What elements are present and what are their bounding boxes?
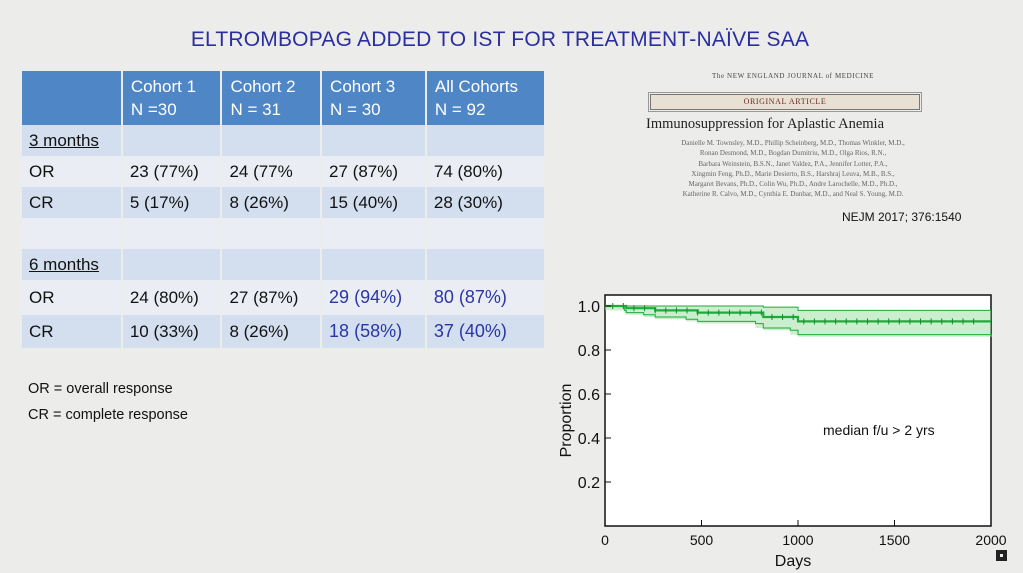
author-line: Barbara Weinstein, B.S.N., Janet Valdez,… <box>698 159 888 168</box>
table-cell: 27 (87%) <box>222 280 321 315</box>
lower-ci-line <box>605 305 992 337</box>
article-label: ORIGINAL ARTICLE <box>648 92 922 112</box>
author-line: Katherine R. Calvo, M.D., Cynthia E. Dun… <box>682 190 904 199</box>
table-cell: 8 (26%) <box>222 187 321 218</box>
x-tick-label: 0 <box>601 532 609 548</box>
citation: NEJM 2017; 376:1540 <box>842 210 962 224</box>
table-cell: 80 (87%) <box>426 280 544 315</box>
table-row: OR 24 (80%) 27 (87%) 29 (94%) 80 (87%) <box>22 280 544 315</box>
table-cell: CR <box>22 187 121 218</box>
table-cell: OR <box>22 280 121 315</box>
x-tick-label: 1000 <box>782 532 813 548</box>
author-line: Margaret Bevans, Ph.D., Colin Wu, Ph.D.,… <box>688 180 898 189</box>
table-cell: 15 (40%) <box>322 187 425 218</box>
y-axis-label: Proportion <box>558 384 575 458</box>
period-label: 3 months <box>22 125 121 156</box>
table-cell: 24 (77% <box>222 156 321 187</box>
table-cell: 24 (80%) <box>122 280 221 315</box>
table-cell: 29 (94%) <box>322 280 425 315</box>
table-row <box>22 218 544 249</box>
article-header: The NEW ENGLAND JOURNAL of MEDICINE ORIG… <box>646 72 938 200</box>
table-cell: 28 (30%) <box>426 187 544 218</box>
table-row: 3 months <box>22 125 544 156</box>
slide-title: ELTROMBOPAG ADDED TO IST FOR TREATMENT-N… <box>190 28 810 51</box>
slide-control-icon <box>996 550 1007 561</box>
table-cell: 74 (80%) <box>426 156 544 187</box>
table-row: OR 23 (77%) 24 (77% 27 (87%) 74 (80%) <box>22 156 544 187</box>
survival-chart: 0 500 1000 1500 2000 0.2 0.4 0.6 0.8 1.0 Days Propo… <box>558 294 1007 570</box>
table-row: 6 months <box>22 249 544 280</box>
legend-or: OR = overall response <box>28 381 173 397</box>
period-label: 6 months <box>22 249 121 280</box>
header-cell <box>22 71 121 125</box>
table-cell: OR <box>22 156 121 187</box>
table-row: CR 10 (33%) 8 (26%) 18 (58%) 37 (40%) <box>22 315 544 348</box>
y-tick-label: 0.2 <box>578 475 600 492</box>
table-cell: 23 (77%) <box>122 156 221 187</box>
table-cell: 8 (26%) <box>222 315 321 348</box>
author-line: Xingmin Feng, Ph.D., Marie Desierto, B.S… <box>691 169 895 178</box>
chart-annotation: median f/u > 2 yrs <box>823 422 935 438</box>
x-tick-label: 500 <box>690 532 714 548</box>
y-tick-label: 0.8 <box>578 343 600 360</box>
table-row: CR 5 (17%) 8 (26%) 15 (40%) 28 (30%) <box>22 187 544 218</box>
table-cell: 18 (58%) <box>322 315 425 348</box>
y-tick-label: 0.4 <box>578 431 600 448</box>
table-cell: CR <box>22 315 121 348</box>
article-title: Immunosuppression for Aplastic Anemia <box>646 116 885 132</box>
header-cell: All Cohorts N = 92 <box>426 71 544 125</box>
table-cell: 37 (40%) <box>426 315 544 348</box>
y-tick-label: 1.0 <box>578 299 600 316</box>
table-cell: 10 (33%) <box>122 315 221 348</box>
table-cell: 27 (87%) <box>322 156 425 187</box>
journal-name: The NEW ENGLAND JOURNAL of MEDICINE <box>712 72 874 80</box>
x-axis-label: Days <box>775 553 811 570</box>
table-cell: 5 (17%) <box>122 187 221 218</box>
y-tick-label: 0.6 <box>578 387 600 404</box>
upper-ci-line <box>605 305 991 311</box>
x-tick-label: 2000 <box>975 532 1006 548</box>
author-line: Danielle M. Townsley, M.D., Phillip Sche… <box>681 139 905 147</box>
x-tick-label: 1500 <box>879 532 910 548</box>
abbreviation-legend: OR = overall response CR = complete resp… <box>28 376 188 428</box>
author-line: Ronan Desmond, M.D., Bogdan Dumitriu, M.… <box>699 149 887 158</box>
legend-cr: CR = complete response <box>28 407 188 423</box>
